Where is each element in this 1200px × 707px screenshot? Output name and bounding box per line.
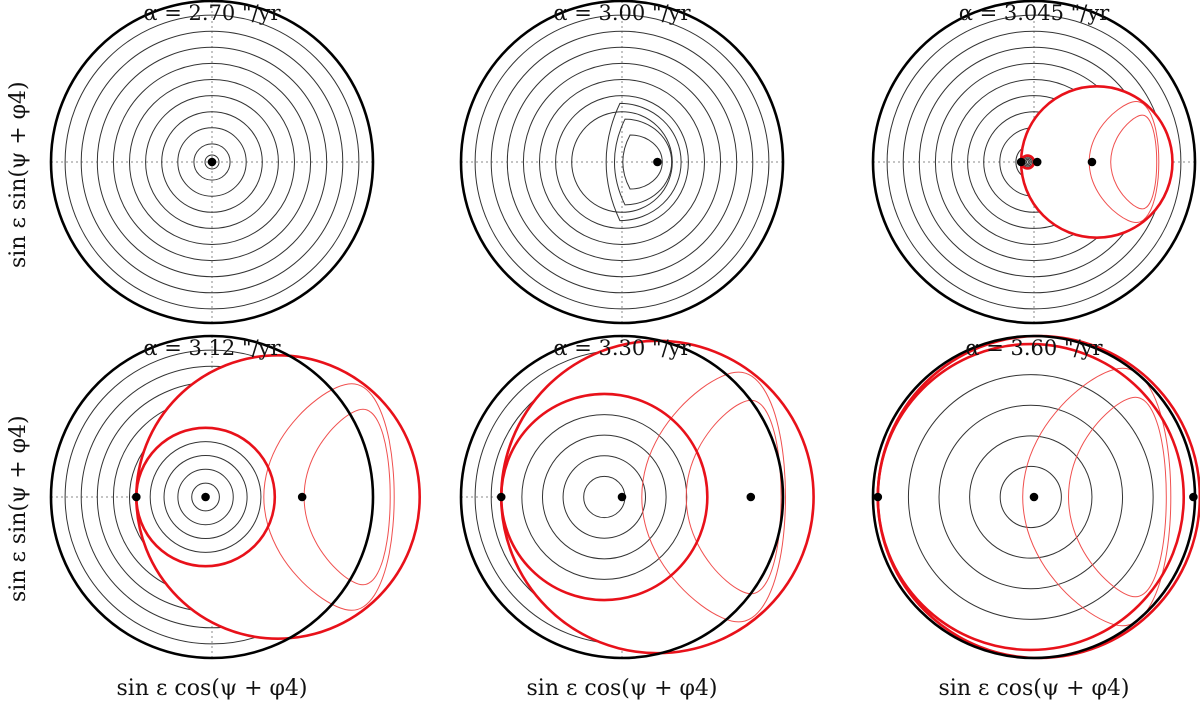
x-axis-label-right: sin ε cos(ψ + φ4) xyxy=(938,676,1130,701)
outer-boundary xyxy=(459,334,785,660)
equilibrium-point xyxy=(1189,492,1198,502)
panel-4: α = 3.12 "/yr xyxy=(49,334,421,660)
y-axis-label-top: sin ε sin(ψ + φ4) xyxy=(6,81,31,268)
outer-boundary xyxy=(49,334,375,660)
panel-5: α = 3.30 "/yr xyxy=(459,334,815,660)
outer-boundary xyxy=(49,0,375,325)
panel-title: α = 3.60 "/yr xyxy=(965,336,1103,360)
level-curve xyxy=(191,482,220,512)
panel-title: α = 3.045 "/yr xyxy=(959,1,1111,25)
level-curve xyxy=(161,111,263,213)
level-curve xyxy=(938,404,1124,590)
equilibrium-point xyxy=(207,157,217,167)
level-curve xyxy=(96,46,328,278)
equilibrium-point xyxy=(297,492,307,502)
panel-title: α = 2.70 "/yr xyxy=(143,1,281,25)
level-curve xyxy=(622,134,663,190)
level-curve xyxy=(555,95,689,229)
resonance-curve xyxy=(1110,114,1158,210)
y-axis-label-bottom: sin ε sin(ψ + φ4) xyxy=(6,415,31,602)
level-curve xyxy=(605,102,682,222)
resonance-mask xyxy=(501,340,814,654)
resonance-curve xyxy=(641,371,787,623)
resonance-curve xyxy=(685,399,782,595)
level-curve xyxy=(1025,160,1030,164)
level-curve xyxy=(562,455,647,539)
equilibrium-point xyxy=(1016,157,1026,167)
level-curve xyxy=(129,79,295,245)
level-curve xyxy=(490,30,754,294)
resonance-curve xyxy=(1022,367,1172,627)
x-axis-label-middle: sin ε cos(ψ + φ4) xyxy=(526,676,718,701)
resonance-curve xyxy=(1067,396,1167,598)
level-curve xyxy=(539,79,705,245)
equilibrium-point xyxy=(132,492,141,502)
level-curve xyxy=(613,118,673,206)
resonance-mask xyxy=(877,336,1200,658)
panel-3: α = 3.045 "/yr xyxy=(871,0,1197,325)
level-curve xyxy=(163,454,248,540)
level-curve xyxy=(177,468,234,526)
level-curve xyxy=(112,62,312,262)
resonance-curve xyxy=(263,383,395,611)
equilibrium-point xyxy=(496,492,506,502)
level-curve xyxy=(521,414,688,580)
level-curve xyxy=(541,434,667,560)
panel-1: α = 2.70 "/yr xyxy=(49,0,375,325)
equilibrium-point xyxy=(1087,157,1097,167)
outer-boundary xyxy=(459,0,785,325)
level-curve xyxy=(80,30,344,294)
level-curve xyxy=(886,14,1182,310)
equilibrium-point xyxy=(1029,492,1039,502)
level-curve xyxy=(204,154,220,170)
level-curve xyxy=(177,127,247,197)
level-curve xyxy=(145,95,279,229)
level-curve xyxy=(474,14,770,310)
panel-title: α = 3.12 "/yr xyxy=(143,336,281,360)
panel-title: α = 3.30 "/yr xyxy=(553,336,691,360)
equilibrium-point xyxy=(653,157,662,167)
panel-title: α = 3.00 "/yr xyxy=(553,1,691,25)
level-curve xyxy=(149,441,262,553)
equilibrium-point xyxy=(617,492,627,502)
level-curve xyxy=(522,62,722,262)
level-curve xyxy=(64,14,360,310)
level-curve xyxy=(506,46,738,278)
level-curve xyxy=(999,465,1062,529)
resonance-mask xyxy=(1021,86,1173,238)
equilibrium-point xyxy=(746,492,756,502)
outer-boundary xyxy=(871,0,1197,325)
level-curve xyxy=(907,374,1154,620)
equilibrium-point xyxy=(873,492,883,502)
panel-6: α = 3.60 "/yr xyxy=(871,334,1200,660)
panel-2: α = 3.00 "/yr xyxy=(459,0,785,325)
equilibrium-point xyxy=(201,492,210,502)
resonance-mask xyxy=(136,355,420,639)
x-axis-label-left: sin ε cos(ψ + φ4) xyxy=(116,676,308,701)
equilibrium-point xyxy=(1032,157,1042,167)
level-curve xyxy=(571,111,673,213)
level-curve xyxy=(969,435,1093,559)
level-curve xyxy=(193,143,231,181)
